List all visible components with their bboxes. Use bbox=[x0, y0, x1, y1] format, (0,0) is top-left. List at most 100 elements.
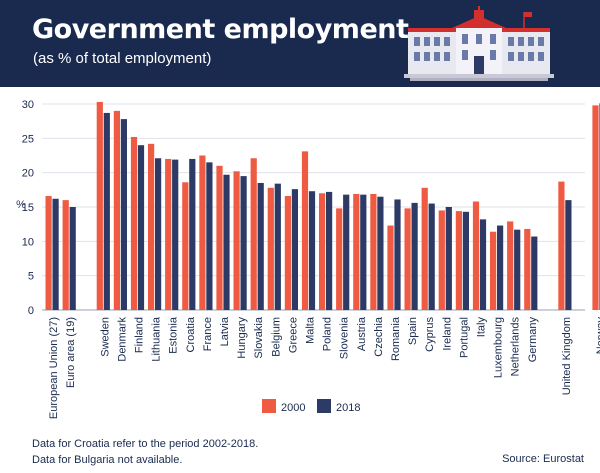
y-tick-label: 15 bbox=[22, 202, 34, 214]
bar-2018 bbox=[291, 189, 298, 310]
page-subtitle: (as % of total employment) bbox=[33, 50, 212, 67]
bar-2018 bbox=[308, 191, 316, 310]
y-tick-label: 10 bbox=[22, 236, 34, 248]
bar-2018 bbox=[274, 183, 281, 310]
source-label: Source: Eurostat bbox=[502, 453, 584, 465]
page-title: Government employment bbox=[32, 14, 409, 45]
bar-2000 bbox=[472, 201, 480, 310]
x-tick-label: Croatia bbox=[185, 316, 197, 352]
x-tick-label: Estonia bbox=[168, 316, 180, 354]
bar-2018 bbox=[445, 207, 452, 310]
bar-2000 bbox=[558, 181, 565, 310]
x-tick-label: Romania bbox=[390, 316, 402, 361]
legend-label-2000: 2000 bbox=[281, 402, 305, 414]
bar-2000 bbox=[404, 208, 411, 310]
y-axis-label: % bbox=[16, 199, 26, 211]
bar-2000 bbox=[45, 196, 52, 310]
bar-2000 bbox=[216, 165, 223, 310]
bar-2000 bbox=[370, 193, 377, 310]
x-tick-label: France bbox=[202, 317, 214, 351]
x-tick-label: Slovenia bbox=[339, 316, 351, 359]
bar-2000 bbox=[165, 158, 172, 310]
bar-2018 bbox=[343, 194, 350, 310]
x-tick-label: Finland bbox=[133, 317, 145, 353]
x-tick-label: Austria bbox=[356, 316, 368, 351]
x-tick-label: Denmark bbox=[116, 317, 128, 362]
x-tick-labels: European Union (27) Euro area (19) Sweden D… bbox=[48, 316, 600, 419]
bar-2000 bbox=[455, 211, 462, 310]
bar-2018 bbox=[428, 203, 435, 310]
bar-2018 bbox=[479, 219, 487, 310]
bar-2000 bbox=[148, 143, 155, 310]
bar-2018 bbox=[394, 199, 401, 310]
x-tick-label: Euro area (19) bbox=[65, 317, 77, 388]
bar-2018 bbox=[531, 236, 538, 310]
x-tick-label: Czechia bbox=[373, 316, 385, 357]
chart-notes: Data for Croatia refer to the period 200… bbox=[32, 436, 258, 468]
legend-label-2018: 2018 bbox=[336, 402, 360, 414]
bar-2018 bbox=[257, 182, 264, 310]
x-tick-label: Slovakia bbox=[253, 316, 265, 358]
x-tick-label: Hungary bbox=[236, 317, 248, 359]
bar-2000 bbox=[62, 200, 69, 310]
bar-2018 bbox=[137, 145, 145, 310]
bar-2018 bbox=[377, 196, 384, 310]
bar-2000 bbox=[490, 231, 497, 310]
chart-legend: 2000 2018 bbox=[262, 399, 360, 414]
bar-2000 bbox=[301, 151, 309, 310]
note-croatia: Data for Croatia refer to the period 200… bbox=[32, 438, 259, 450]
bar-2000 bbox=[182, 182, 189, 310]
bar-2018 bbox=[514, 229, 521, 310]
x-tick-label: Poland bbox=[322, 317, 334, 351]
bar-2018 bbox=[172, 159, 179, 310]
x-tick-label: European Union (27) bbox=[48, 317, 60, 419]
bar-2000 bbox=[438, 210, 445, 310]
bar-2018 bbox=[411, 202, 418, 310]
x-tick-label: Italy bbox=[475, 317, 487, 338]
bar-2018 bbox=[497, 225, 504, 310]
bar-2018 bbox=[223, 174, 230, 310]
x-tick-label: Ireland bbox=[441, 317, 453, 351]
x-tick-label: Cyprus bbox=[424, 317, 436, 352]
header-banner: Government employment (as % of total emp… bbox=[0, 0, 600, 87]
note-bulgaria: Data for Bulgaria not available. bbox=[32, 454, 183, 466]
x-tick-label: Belgium bbox=[270, 317, 282, 357]
x-tick-label: Netherlands bbox=[510, 317, 522, 377]
bar-2018 bbox=[565, 200, 572, 310]
y-tick-label: 5 bbox=[28, 271, 34, 283]
x-tick-label: Norway bbox=[595, 317, 600, 355]
y-tick-label: 20 bbox=[22, 168, 34, 180]
bar-2000 bbox=[507, 221, 514, 310]
bar-2000 bbox=[250, 158, 257, 310]
bar-2000 bbox=[353, 193, 360, 310]
bar-2000 bbox=[319, 193, 326, 310]
x-tick-label: Greece bbox=[287, 317, 299, 353]
x-tick-label: United Kingdom bbox=[561, 317, 573, 395]
chart-bars bbox=[45, 101, 600, 311]
y-tick-label: 30 bbox=[22, 99, 34, 111]
legend-swatch-2018 bbox=[317, 399, 331, 413]
y-tick-label: 0 bbox=[28, 305, 34, 317]
x-tick-label: Lithuania bbox=[151, 316, 163, 362]
bar-2018 bbox=[462, 211, 469, 310]
bar-2018 bbox=[189, 158, 196, 310]
bar-2018 bbox=[52, 198, 59, 310]
bar-2018 bbox=[103, 112, 110, 310]
x-tick-label: Germany bbox=[527, 317, 539, 363]
bar-2000 bbox=[387, 225, 394, 310]
x-tick-label: Latvia bbox=[219, 316, 231, 346]
government-building-icon bbox=[404, 6, 554, 81]
bar-2000 bbox=[336, 208, 343, 310]
bar-2018 bbox=[240, 176, 247, 310]
x-tick-label: Portugal bbox=[458, 317, 470, 358]
bar-2000 bbox=[130, 136, 138, 310]
y-tick-label: 25 bbox=[22, 133, 34, 145]
bar-2000 bbox=[284, 196, 291, 310]
x-tick-label: Sweden bbox=[99, 317, 111, 357]
bar-2000 bbox=[267, 187, 274, 310]
bar-2000 bbox=[96, 101, 103, 310]
bar-2000 bbox=[199, 155, 206, 310]
bar-2000 bbox=[592, 105, 599, 310]
bar-2000 bbox=[233, 171, 240, 310]
x-tick-label: Luxembourg bbox=[493, 317, 505, 378]
